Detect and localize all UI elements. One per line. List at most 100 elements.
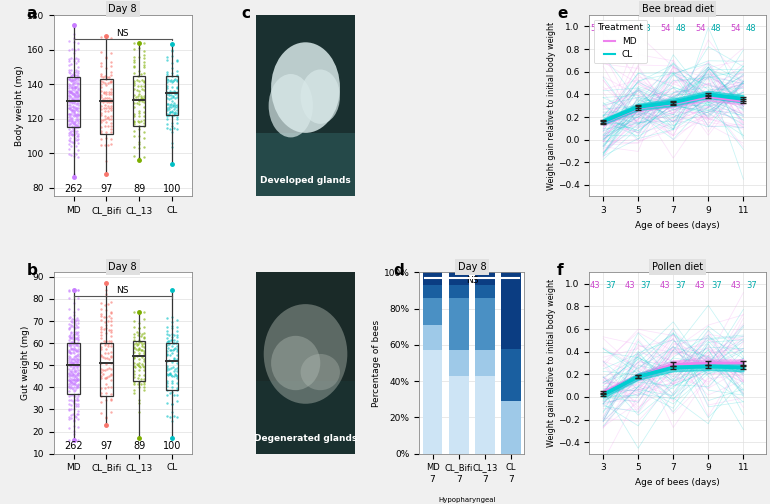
Point (138, 334, 150, 342)
Point (171, 57, 183, 66)
Bar (449, 285, 469, 298)
Point (64, 358, 76, 366)
Point (166, 77, 179, 85)
Point (72, 110, 84, 118)
Point (70, 413, 82, 421)
Point (70, 150, 82, 158)
Point (171, 113, 183, 121)
Text: 37: 37 (711, 281, 721, 290)
Point (71, 329, 83, 337)
Point (166, 112, 178, 120)
Point (138, 357, 150, 365)
Point (71, 314, 83, 323)
Point (70, 384, 82, 392)
Point (70, 83, 82, 91)
Text: b: b (26, 264, 37, 278)
Point (65, 60, 77, 68)
Point (65, 317, 77, 325)
Point (65, 377, 78, 386)
Point (133, 324, 146, 332)
Bar (133, 76, 146, 125)
Point (72, 79, 84, 87)
Point (63, 333, 75, 341)
Point (70, 396, 82, 404)
Point (105, 124, 118, 133)
Point (63, 355, 75, 363)
Point (133, 118, 146, 126)
Point (72, 85, 85, 93)
Text: NS: NS (116, 29, 129, 38)
Point (128, 39, 140, 47)
Point (105, 396, 118, 404)
Point (100, 75, 112, 83)
Point (128, 143, 140, 151)
Point (63, 98, 75, 106)
Point (65, 83, 77, 91)
Point (168, 331, 180, 339)
Point (138, 323, 150, 331)
Title: Day 8: Day 8 (109, 262, 137, 272)
Point (133, 338, 146, 346)
Point (103, 115, 116, 123)
Point (63, 110, 75, 118)
Point (62, 357, 75, 365)
Point (166, 322, 178, 330)
Point (103, 98, 116, 106)
Point (171, 115, 183, 123)
Point (69, 319, 82, 327)
Point (68, 149, 80, 157)
Point (72, 347, 84, 355)
Point (68, 376, 80, 384)
Point (69, 80, 81, 88)
Point (66, 410, 79, 418)
Point (95, 83, 108, 91)
Point (64, 98, 76, 106)
Point (65, 365, 78, 373)
Point (65, 367, 78, 375)
Point (138, 366, 150, 374)
Point (135, 70, 147, 78)
Point (97, 78, 109, 86)
Point (166, 408, 178, 416)
Point (105, 135, 118, 143)
Bar (256, 133, 355, 197)
Point (102, 141, 114, 149)
Point (95, 368, 108, 376)
Point (64, 104, 76, 112)
Point (95, 122, 108, 131)
Point (99, 97, 112, 105)
Point (69, 46, 82, 54)
Point (70, 371, 82, 379)
Point (171, 391, 183, 399)
Point (166, 388, 178, 396)
Point (161, 75, 173, 83)
Point (166, 143, 178, 151)
Point (62, 436, 75, 445)
Point (168, 111, 180, 119)
Point (66, 90, 79, 98)
Point (128, 79, 140, 87)
Point (65, 72, 77, 80)
Point (105, 337, 118, 345)
Point (69, 352, 82, 360)
Point (163, 340, 176, 348)
Point (70, 93, 82, 101)
Point (65, 99, 78, 107)
Bar (475, 298, 495, 350)
Point (132, 331, 144, 339)
Point (100, 53, 112, 61)
Point (95, 102, 108, 110)
Point (71, 357, 83, 365)
Point (95, 70, 108, 78)
Point (171, 55, 183, 64)
Text: 97: 97 (100, 441, 112, 451)
Point (72, 335, 84, 343)
Point (64, 353, 76, 361)
Point (161, 70, 173, 78)
Point (133, 355, 146, 363)
Point (65, 102, 77, 110)
Point (65, 371, 77, 380)
Point (64, 313, 76, 321)
Point (133, 336, 146, 344)
Point (138, 51, 150, 59)
